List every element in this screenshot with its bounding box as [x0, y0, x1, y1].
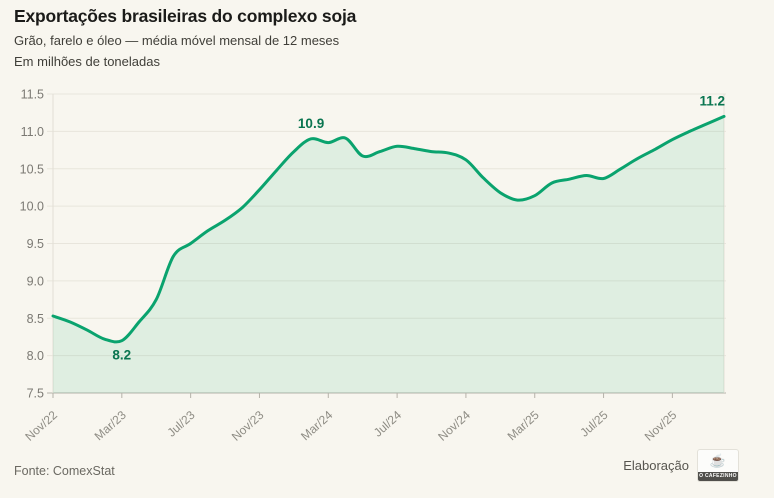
x-axis-label: Jul/25 [577, 408, 610, 440]
source-note: Fonte: ComexStat [14, 464, 115, 478]
chart-title: Exportações brasileiras do complexo soja [14, 6, 357, 26]
chart-unit-label: Em milhões de toneladas [14, 54, 160, 69]
x-axis-label: Jul/23 [164, 408, 197, 440]
x-axis-label: Nov/25 [642, 408, 680, 444]
data-label: 8.2 [112, 348, 131, 363]
y-axis-label: 11.5 [21, 88, 44, 102]
y-axis-label: 10.0 [20, 200, 44, 214]
coffee-cup-icon: ☕ [709, 453, 727, 468]
y-axis-label: 7.5 [27, 387, 44, 401]
x-axis-label: Mar/24 [298, 408, 335, 444]
y-axis-label: 8.0 [27, 349, 44, 363]
x-axis-label: Nov/22 [22, 408, 60, 444]
chart-subtitle: Grão, farelo e óleo — média móvel mensal… [14, 33, 340, 48]
x-axis-label: Nov/23 [229, 408, 267, 444]
trend-line [51, 114, 726, 344]
data-label: 10.9 [298, 116, 324, 131]
y-axis-label: 10.5 [20, 162, 44, 176]
data-label: 11.2 [699, 93, 725, 108]
x-axis-label: Nov/24 [435, 408, 473, 444]
y-axis-label: 11.0 [21, 125, 44, 139]
credit-block: Elaboração ☕ O CAFEZINHO [623, 450, 738, 481]
logo-text: O CAFEZINHO [698, 472, 738, 481]
x-axis-label: Mar/23 [92, 408, 129, 444]
y-axis-label: 9.5 [27, 237, 44, 251]
x-axis-label: Jul/24 [371, 408, 404, 440]
y-axis-label: 9.0 [27, 274, 44, 288]
credit-label: Elaboração [623, 458, 689, 473]
line-chart: 7.5 8.0 8.5 9.0 9.5 10.0 10.5 11.0 11.5 Nov/22 Mar… [20, 88, 726, 444]
area-fill [53, 116, 724, 394]
cafezinho-logo: ☕ O CAFEZINHO [698, 450, 738, 481]
y-axis-label: 8.5 [27, 312, 44, 326]
x-axis-label: Mar/25 [505, 408, 542, 444]
